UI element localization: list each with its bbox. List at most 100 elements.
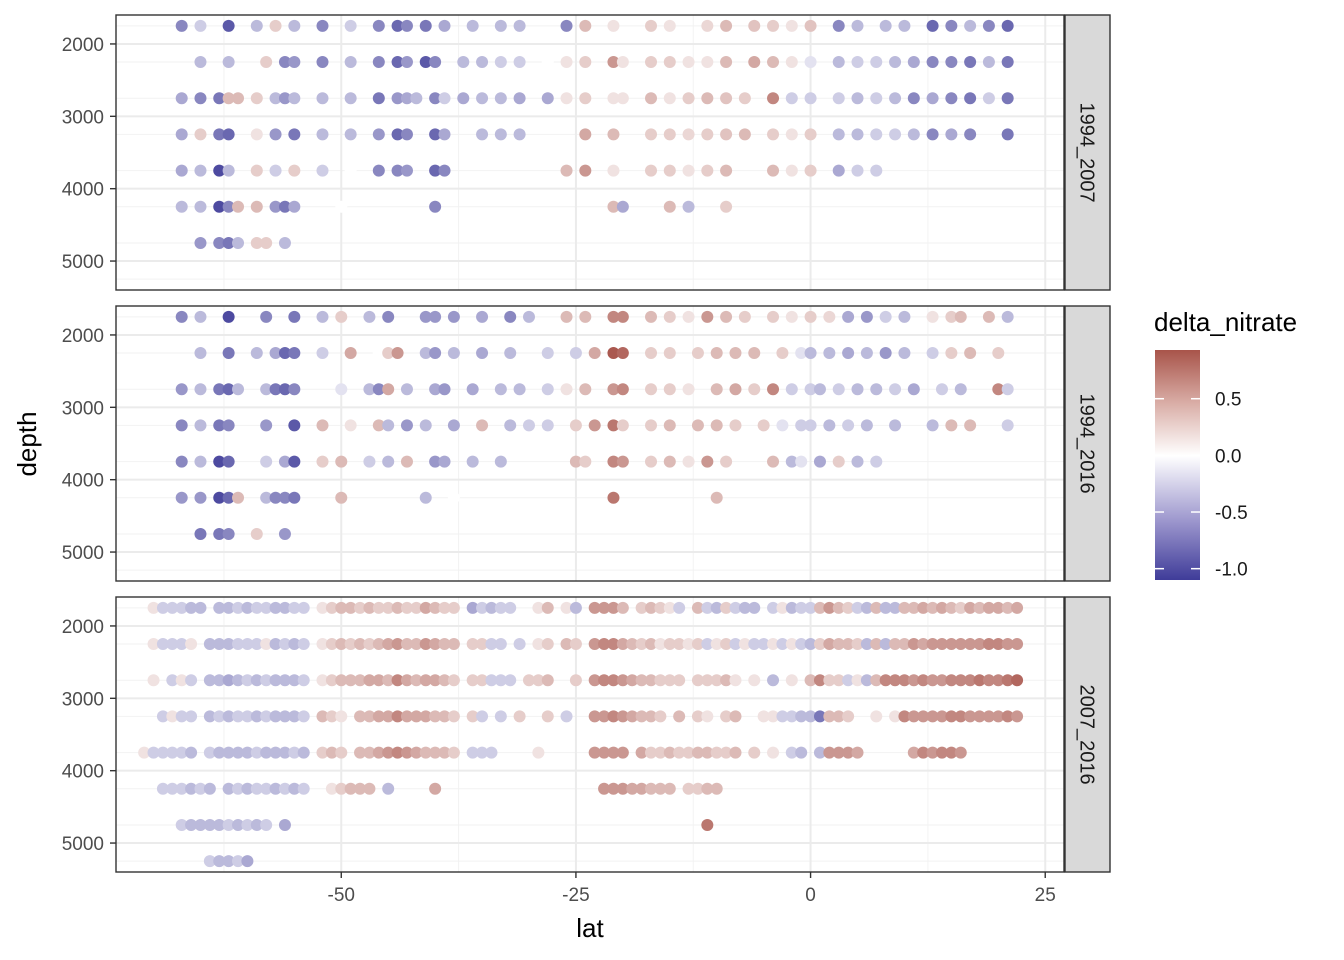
data-point	[842, 746, 855, 759]
data-point	[278, 236, 291, 249]
data-point	[945, 674, 958, 687]
data-point	[260, 782, 273, 795]
data-point	[466, 710, 479, 723]
data-point	[701, 782, 714, 795]
data-point	[560, 601, 573, 614]
facet-strip	[1064, 596, 1111, 873]
data-point	[701, 746, 714, 759]
data-point	[269, 19, 282, 32]
data-point	[194, 383, 207, 396]
data-point	[382, 419, 395, 432]
data-point	[288, 782, 301, 795]
data-point	[682, 746, 695, 759]
data-point	[400, 674, 413, 687]
data-point	[494, 638, 507, 651]
data-point	[710, 601, 723, 614]
data-point	[945, 638, 958, 651]
data-point	[795, 419, 808, 432]
data-point	[476, 638, 489, 651]
data-point	[278, 347, 291, 360]
data-point	[232, 491, 245, 504]
data-point	[250, 601, 263, 614]
data-point	[504, 674, 517, 687]
data-point	[203, 674, 216, 687]
data-point	[476, 746, 489, 759]
facet-strip	[1064, 305, 1111, 582]
data-point	[982, 19, 995, 32]
data-point	[823, 347, 836, 360]
data-point	[541, 92, 554, 105]
data-point	[297, 601, 310, 614]
data-point	[804, 92, 817, 105]
data-point	[973, 601, 986, 614]
data-point	[494, 455, 507, 468]
data-point	[973, 638, 986, 651]
data-point	[907, 674, 920, 687]
data-point	[691, 674, 704, 687]
data-point	[429, 383, 442, 396]
data-point	[288, 638, 301, 651]
data-point	[813, 674, 826, 687]
data-point	[813, 638, 826, 651]
facet-panel-2007_2016: 2007_2016	[115, 596, 1111, 873]
data-point	[344, 782, 357, 795]
data-point	[391, 746, 404, 759]
data-point	[391, 638, 404, 651]
data-point	[419, 674, 432, 687]
data-point	[729, 601, 742, 614]
data-point	[945, 310, 958, 323]
data-point	[701, 310, 714, 323]
data-point	[194, 347, 207, 360]
data-point	[588, 601, 601, 614]
data-point	[898, 710, 911, 723]
data-point	[964, 710, 977, 723]
data-point	[372, 347, 385, 360]
data-point	[232, 92, 245, 105]
data-point	[795, 347, 808, 360]
data-point	[213, 128, 226, 141]
data-point	[889, 674, 902, 687]
data-point	[241, 601, 254, 614]
data-point	[701, 128, 714, 141]
data-point	[213, 674, 226, 687]
data-point	[222, 855, 235, 868]
data-point	[682, 310, 695, 323]
data-point	[532, 601, 545, 614]
data-point	[860, 310, 873, 323]
data-point	[513, 638, 526, 651]
data-point	[860, 674, 873, 687]
data-point	[616, 710, 629, 723]
data-point	[438, 674, 451, 687]
data-point	[691, 746, 704, 759]
data-point	[616, 601, 629, 614]
data-point	[935, 674, 948, 687]
data-point	[907, 383, 920, 396]
data-point	[166, 710, 179, 723]
data-point	[645, 19, 658, 32]
data-point	[964, 601, 977, 614]
data-point	[363, 601, 376, 614]
data-point	[175, 674, 188, 687]
data-point	[504, 347, 517, 360]
data-point	[616, 455, 629, 468]
data-point	[175, 818, 188, 831]
data-point	[213, 236, 226, 249]
data-point	[147, 601, 160, 614]
data-point	[494, 710, 507, 723]
data-point	[851, 164, 864, 177]
data-point	[588, 746, 601, 759]
data-point	[879, 638, 892, 651]
data-point	[720, 92, 733, 105]
data-point	[645, 674, 658, 687]
data-point	[260, 419, 273, 432]
data-point	[344, 92, 357, 105]
data-point	[588, 638, 601, 651]
data-point	[222, 92, 235, 105]
data-point	[823, 710, 836, 723]
data-point	[767, 128, 780, 141]
data-point	[485, 746, 498, 759]
data-point	[297, 638, 310, 651]
data-point	[213, 383, 226, 396]
data-point	[316, 674, 329, 687]
